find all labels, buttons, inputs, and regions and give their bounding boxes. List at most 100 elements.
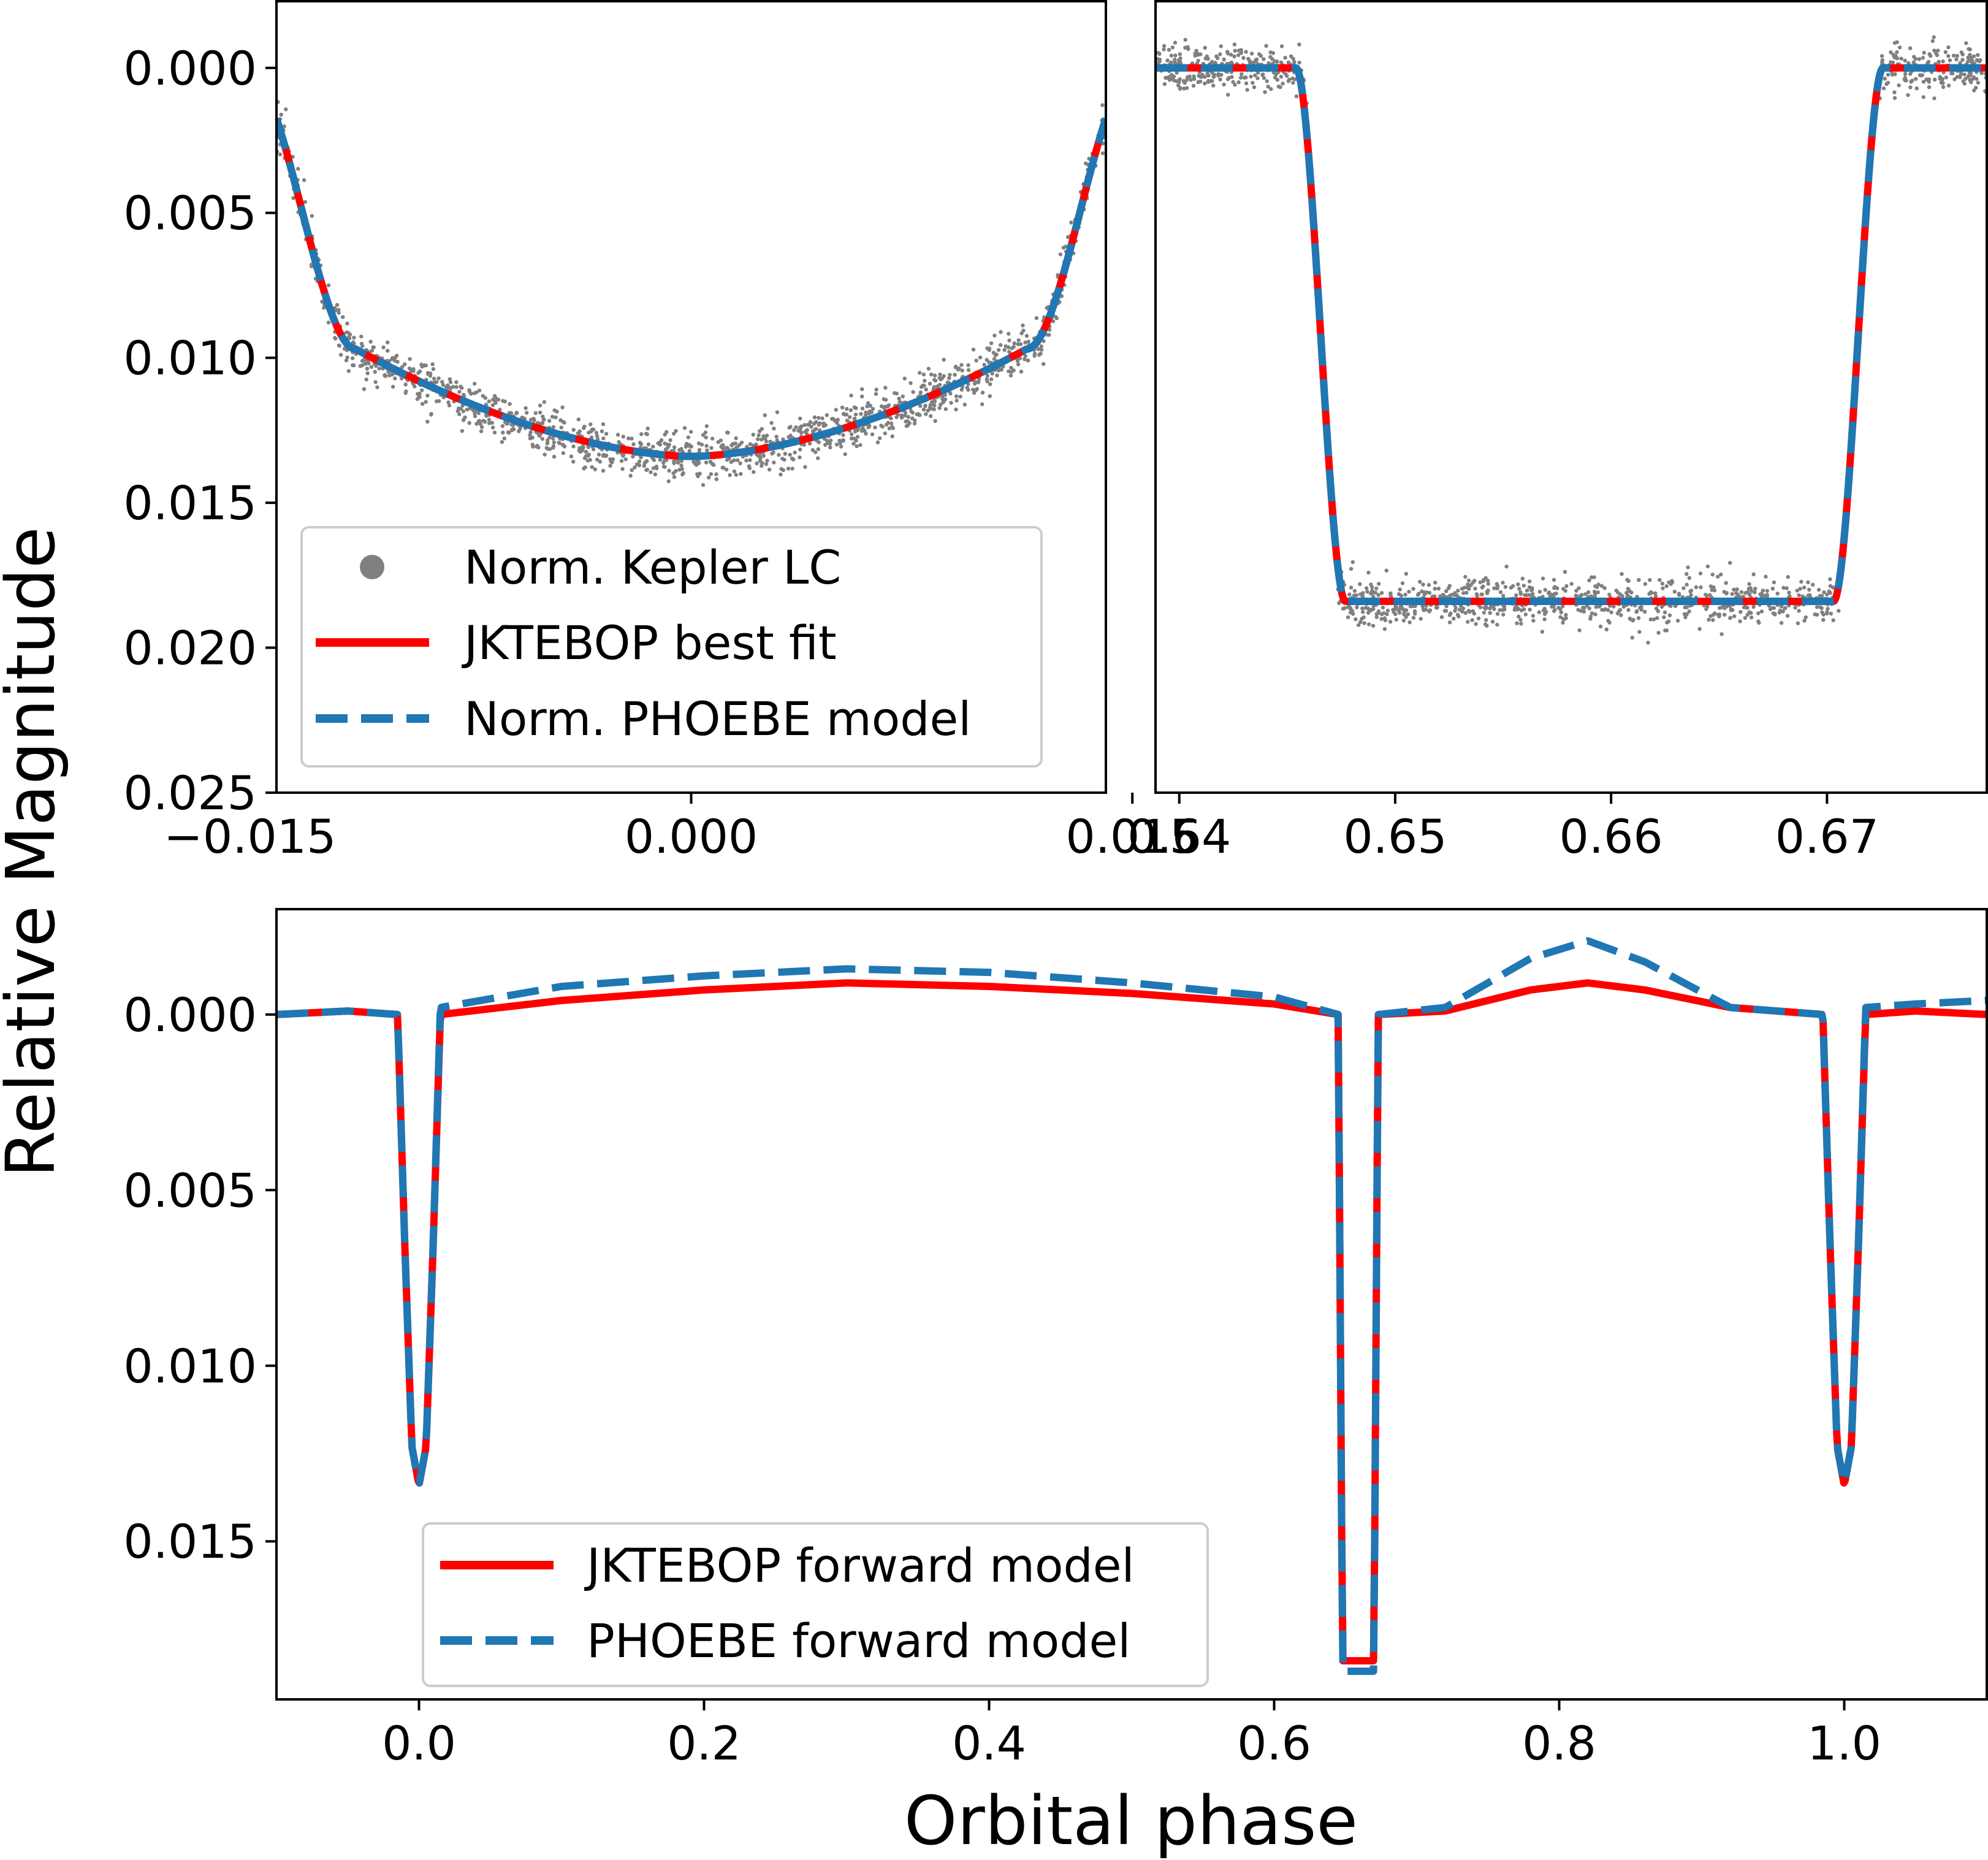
secondary-eclipse-data-point [1518, 617, 1523, 622]
primary-eclipse-data-point [845, 406, 849, 411]
primary-eclipse-data-point [500, 440, 505, 444]
secondary-eclipse-data-point [1637, 630, 1642, 634]
primary-eclipse-data-point [874, 392, 878, 396]
secondary-eclipse-data-point [1384, 568, 1388, 573]
primary-eclipse-data-point [854, 406, 858, 410]
secondary-eclipse-data-point [1550, 604, 1554, 609]
secondary-eclipse-data-point [1596, 590, 1600, 595]
primary-eclipse-data-point [1018, 342, 1023, 346]
secondary-eclipse-data-point [1467, 587, 1471, 591]
primary-eclipse-data-point [747, 464, 752, 468]
primary-eclipse-data-point [422, 364, 426, 368]
primary-eclipse-data-point [802, 443, 807, 447]
secondary-eclipse-data-point [1348, 610, 1353, 615]
primary-eclipse-data-point [865, 404, 869, 408]
secondary-eclipse-data-point [1631, 619, 1635, 623]
secondary-eclipse-data-point [1577, 628, 1582, 633]
secondary-eclipse-data-point [1921, 80, 1926, 84]
secondary-eclipse-data-point [1558, 615, 1563, 619]
secondary-eclipse-data-point [1463, 611, 1468, 615]
secondary-eclipse-data-point [1289, 54, 1293, 59]
secondary-eclipse-data-point [1787, 590, 1791, 595]
primary-eclipse-data-point [760, 463, 764, 468]
secondary-eclipse-data-point [1361, 591, 1365, 595]
primary-eclipse-data-point [798, 426, 802, 430]
primary-eclipse-data-point [760, 437, 764, 442]
secondary-eclipse-data-point [1517, 587, 1521, 591]
primary-eclipse-data-point [432, 376, 436, 381]
secondary-eclipse-data-point [1662, 610, 1667, 615]
primary-eclipse-data-point [860, 387, 864, 391]
primary-eclipse-data-point [454, 380, 459, 384]
y-axis-label: Relative Magnitude [0, 527, 70, 1177]
primary-eclipse-legend-box [300, 526, 1043, 768]
secondary-eclipse-data-point [1820, 610, 1824, 614]
primary-eclipse-data-point [481, 394, 485, 398]
primary-eclipse-data-point [821, 421, 826, 425]
secondary-eclipse-data-point [1705, 564, 1710, 569]
primary-eclipse-data-point [420, 388, 424, 392]
primary-eclipse-data-point [874, 387, 878, 392]
primary-eclipse-data-point [296, 167, 300, 171]
primary-eclipse-data-point [889, 421, 894, 425]
secondary-eclipse-data-point [1514, 593, 1518, 598]
secondary-eclipse-data-point [1225, 77, 1230, 82]
primary-eclipse-x-tick-label: −0.015 [164, 809, 336, 864]
primary-eclipse-data-point [666, 479, 671, 484]
primary-eclipse-data-point [653, 472, 658, 476]
primary-eclipse-data-point [630, 436, 634, 441]
primary-eclipse-data-point [447, 377, 452, 381]
secondary-eclipse-data-point [1468, 609, 1472, 614]
primary-eclipse-data-point [302, 178, 307, 182]
primary-eclipse-data-point [687, 449, 692, 453]
primary-eclipse-data-point [958, 394, 962, 399]
primary-eclipse-data-point [1032, 351, 1037, 356]
secondary-eclipse-data-point [1447, 620, 1452, 625]
secondary-eclipse-data-point [1537, 610, 1541, 614]
secondary-eclipse-data-point [1799, 579, 1803, 584]
secondary-eclipse-data-point [1404, 571, 1409, 576]
secondary-eclipse-data-point [1518, 592, 1523, 596]
primary-eclipse-data-point [989, 341, 994, 346]
primary-eclipse-data-point [597, 452, 601, 457]
primary-eclipse-data-point [932, 399, 937, 403]
primary-eclipse-data-point [352, 335, 356, 340]
primary-eclipse-norm-phoebe-model-line [276, 116, 1106, 460]
secondary-eclipse-data-point [1400, 581, 1405, 585]
primary-eclipse-data-point [377, 366, 381, 371]
primary-eclipse-data-point [623, 457, 628, 462]
primary-eclipse-data-point [560, 405, 565, 410]
secondary-eclipse-data-point [1170, 45, 1175, 50]
secondary-eclipse-data-point [1484, 618, 1488, 622]
primary-eclipse-data-point [834, 442, 839, 447]
primary-eclipse-data-point [894, 415, 899, 419]
full-phase-x-tick-label: 0.4 [952, 1716, 1026, 1770]
primary-eclipse-data-point [704, 424, 709, 429]
primary-eclipse-data-point [943, 397, 948, 402]
primary-eclipse-data-point [756, 433, 761, 438]
secondary-eclipse-data-point [1694, 585, 1699, 589]
primary-eclipse-data-point [923, 378, 927, 383]
secondary-eclipse-data-point [1407, 590, 1411, 594]
primary-eclipse-data-point [476, 411, 481, 416]
primary-eclipse-data-point [921, 407, 926, 412]
primary-eclipse-data-point [689, 430, 693, 434]
primary-eclipse-data-point [621, 435, 625, 439]
secondary-eclipse-data-point [1592, 575, 1596, 579]
secondary-eclipse-data-point [1797, 609, 1801, 613]
primary-eclipse-data-point [386, 340, 390, 345]
primary-eclipse-data-point [937, 406, 942, 410]
primary-eclipse-data-point [734, 436, 738, 440]
primary-eclipse-data-point [551, 446, 555, 450]
primary-eclipse-data-point [662, 458, 667, 463]
secondary-eclipse-data-point [1478, 580, 1482, 585]
primary-eclipse-data-point [542, 400, 546, 404]
primary-eclipse-data-point [571, 427, 576, 432]
secondary-eclipse-data-point [1292, 59, 1297, 64]
primary-eclipse-data-point [358, 364, 363, 368]
full-phase-y-tick-label: 0.015 [123, 1514, 257, 1569]
primary-eclipse-data-point [820, 416, 825, 421]
primary-eclipse-data-point [1064, 245, 1068, 249]
primary-eclipse-data-point [864, 432, 868, 436]
secondary-eclipse-data-point [1592, 589, 1597, 594]
